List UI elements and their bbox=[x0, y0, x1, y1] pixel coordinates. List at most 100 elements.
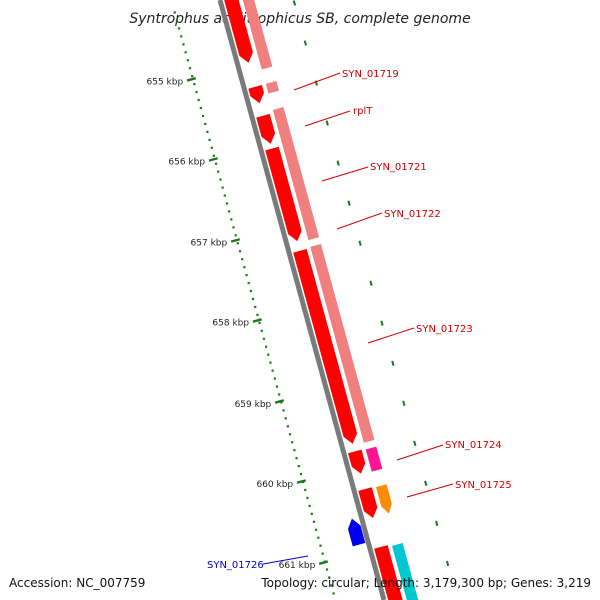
minor-tick-dot bbox=[328, 576, 331, 579]
minor-tick-dot bbox=[191, 75, 194, 78]
gene-syn-01719-cds[interactable] bbox=[248, 84, 264, 104]
minor-tick-dot bbox=[288, 433, 292, 436]
tick-label: 657 kbp bbox=[191, 239, 228, 249]
gene-label-syn-01722[interactable]: SYN_01722 bbox=[384, 209, 441, 220]
major-tick-group: 655 kbp 656 kbp 657 kbp 658 kbp 659 kbp 660 k… bbox=[147, 77, 329, 571]
gene-syn-01727-feature[interactable] bbox=[392, 543, 421, 600]
outer-tick-mark bbox=[369, 280, 373, 286]
tick-label: 661 kbp bbox=[279, 561, 316, 571]
minor-tick-dot bbox=[319, 544, 322, 547]
minor-tick-dot bbox=[286, 425, 289, 428]
accession-text: Accession: NC_007759 bbox=[9, 576, 145, 590]
minor-tick-dot bbox=[308, 504, 311, 507]
outer-tick-mark bbox=[391, 360, 395, 366]
minor-tick-dot bbox=[180, 35, 183, 38]
gene-syn-01727-cds[interactable] bbox=[374, 545, 404, 600]
major-tick-mark bbox=[186, 77, 197, 82]
genome-title: Syntrophus aciditrophicus SB, complete g… bbox=[129, 11, 470, 27]
gene-label-rplt[interactable]: rplT bbox=[353, 106, 373, 117]
gene-feature-bar[interactable] bbox=[241, 0, 273, 70]
label-leader-syn-01724 bbox=[396, 444, 444, 461]
gene-feature-bar[interactable] bbox=[310, 244, 375, 443]
minor-tick-dot bbox=[206, 130, 209, 133]
minor-tick-dot bbox=[332, 592, 335, 595]
minor-tick-dot bbox=[262, 337, 266, 340]
gene-syn-01718-cds[interactable] bbox=[224, 0, 253, 63]
minor-tick-dot bbox=[280, 401, 283, 404]
gene-rplt-cds[interactable] bbox=[256, 113, 276, 144]
outer-tick-mark bbox=[435, 520, 439, 527]
gene-syn-01724-cds[interactable] bbox=[348, 449, 366, 474]
major-tick-mark bbox=[252, 318, 262, 323]
label-leader-syn-01725 bbox=[406, 483, 454, 498]
minor-tick-dot bbox=[295, 457, 298, 460]
gene-syn-01724-feature[interactable] bbox=[365, 446, 383, 472]
outer-tick-mark bbox=[402, 400, 406, 406]
minor-tick-dot bbox=[243, 266, 246, 269]
minor-tick-dot bbox=[271, 369, 274, 372]
minor-tick-dot bbox=[219, 178, 222, 181]
minor-tick-dot bbox=[232, 226, 235, 229]
minor-tick-dot bbox=[210, 146, 213, 149]
gene-feature-bar[interactable] bbox=[265, 81, 279, 94]
outer-tick-mark bbox=[445, 560, 450, 567]
minor-tick-dot bbox=[306, 496, 309, 500]
gene-feature-bar[interactable] bbox=[272, 107, 320, 241]
gene-label-syn-01724[interactable]: SYN_01724 bbox=[445, 440, 502, 451]
minor-tick-dot bbox=[325, 568, 329, 571]
minor-tick-dot bbox=[284, 417, 287, 420]
label-leader-syn-01721 bbox=[321, 166, 369, 182]
outer-tick-mark bbox=[347, 200, 351, 206]
minor-tick-dot bbox=[195, 90, 198, 94]
minor-tick-dot bbox=[193, 83, 196, 86]
gene-syn-01726-cds[interactable] bbox=[347, 518, 366, 547]
gene-label-syn-01723[interactable]: SYN_01723 bbox=[416, 324, 473, 335]
tick-label: 656 kbp bbox=[168, 158, 205, 168]
minor-tick-dot bbox=[312, 520, 316, 523]
minor-tick-dot bbox=[178, 27, 181, 30]
minor-tick-dot bbox=[249, 289, 252, 293]
minor-tick-dot bbox=[269, 361, 272, 364]
outer-tick-mark bbox=[424, 480, 428, 487]
minor-tick-dot bbox=[175, 19, 179, 22]
minor-tick-dot bbox=[299, 472, 303, 476]
major-tick-mark bbox=[274, 399, 285, 404]
outer-tick-track bbox=[292, 0, 450, 567]
gene-syn-01721-cds[interactable] bbox=[265, 146, 302, 242]
minor-tick-dot bbox=[256, 313, 259, 316]
gene-syn-01725-feature[interactable] bbox=[375, 484, 392, 514]
gene-label-syn-01719[interactable]: SYN_01719 bbox=[342, 69, 399, 80]
gene-syn-01725-cds[interactable] bbox=[358, 487, 378, 518]
minor-tick-dot bbox=[245, 274, 248, 277]
minor-tick-dot bbox=[201, 114, 205, 118]
minor-tick-track bbox=[173, 11, 335, 595]
minor-tick-dot bbox=[241, 258, 244, 261]
gene-label-syn-01726[interactable]: SYN_01726 bbox=[207, 560, 264, 571]
minor-tick-dot bbox=[217, 170, 220, 173]
outer-tick-mark bbox=[358, 240, 362, 246]
gene-label-syn-01725[interactable]: SYN_01725 bbox=[455, 480, 512, 491]
label-leader-syn-01722 bbox=[336, 212, 383, 230]
gene-syn-01722-01723-cds[interactable] bbox=[293, 248, 358, 444]
minor-tick-dot bbox=[254, 305, 257, 309]
minor-tick-dot bbox=[265, 345, 268, 348]
minor-tick-dot bbox=[330, 584, 333, 587]
tick-label: 658 kbp bbox=[212, 319, 249, 329]
minor-tick-dot bbox=[317, 536, 320, 539]
minor-tick-dot bbox=[230, 218, 233, 221]
minor-tick-dot bbox=[315, 528, 318, 531]
minor-tick-dot bbox=[228, 210, 231, 213]
minor-tick-dot bbox=[223, 194, 226, 197]
minor-tick-dot bbox=[304, 488, 307, 492]
minor-tick-dot bbox=[173, 11, 176, 14]
outer-tick-mark bbox=[413, 440, 417, 447]
minor-tick-dot bbox=[225, 202, 229, 205]
minor-tick-dot bbox=[221, 186, 224, 189]
minor-tick-dot bbox=[204, 122, 207, 126]
outer-tick-mark bbox=[303, 40, 307, 46]
minor-tick-dot bbox=[251, 297, 255, 301]
outer-tick-mark bbox=[380, 320, 384, 326]
minor-tick-dot bbox=[293, 449, 296, 452]
minor-tick-dot bbox=[208, 138, 211, 141]
gene-label-syn-01721[interactable]: SYN_01721 bbox=[370, 162, 427, 173]
